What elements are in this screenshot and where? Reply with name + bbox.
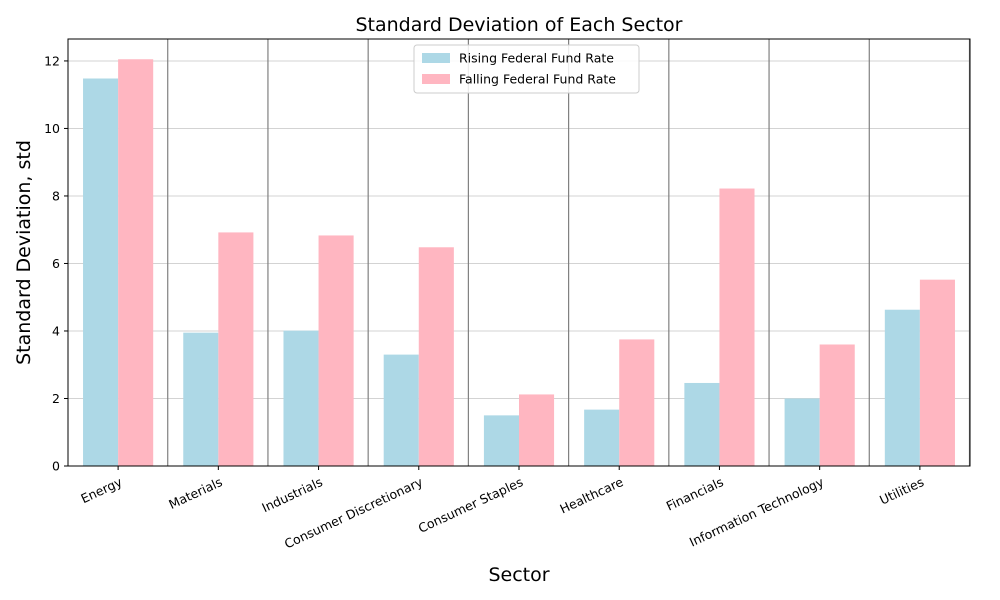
legend-swatch-falling (422, 74, 450, 84)
chart-title: Standard Deviation of Each Sector (355, 14, 682, 36)
y-ticks: 0 2 4 6 8 10 12 (44, 53, 68, 474)
legend-label-rising: Rising Federal Fund Rate (459, 51, 614, 66)
x-axis-label: Sector (488, 564, 549, 586)
y-tick-label: 6 (52, 256, 60, 271)
y-axis-label: Standard Deviation, std (13, 140, 35, 365)
bars (83, 59, 955, 467)
bar-falling-energy (118, 59, 154, 467)
y-tick-label: 10 (44, 121, 60, 136)
y-tick-label: 4 (52, 323, 60, 338)
bar-rising-healthcare (584, 409, 620, 466)
bar-falling-materials (218, 232, 254, 466)
legend: Rising Federal Fund Rate Falling Federal… (413, 44, 640, 94)
bar-falling-information-technology (819, 344, 855, 466)
bar-rising-financials (684, 382, 720, 466)
bar-falling-healthcare (619, 339, 655, 466)
y-tick-label: 8 (52, 188, 60, 203)
bar-rising-consumer-staples (483, 415, 519, 466)
bar-falling-financials (719, 188, 755, 466)
bar-falling-consumer-discretionary (418, 247, 454, 466)
bar-falling-industrials (318, 235, 354, 466)
legend-label-falling: Falling Federal Fund Rate (459, 72, 616, 87)
legend-box (413, 44, 640, 94)
bar-rising-consumer-discretionary (383, 354, 419, 466)
bar-falling-consumer-staples (519, 394, 555, 466)
bar-rising-industrials (283, 330, 319, 466)
bar-rising-utilities (884, 309, 920, 466)
bar-rising-energy (83, 78, 119, 466)
bar-falling-utilities (919, 279, 955, 466)
bar-rising-materials (183, 332, 219, 466)
bar-rising-information-technology (784, 398, 820, 466)
y-tick-label: 12 (44, 53, 60, 68)
y-tick-label: 0 (52, 459, 60, 474)
legend-swatch-rising (422, 53, 450, 63)
y-tick-label: 2 (52, 391, 60, 406)
